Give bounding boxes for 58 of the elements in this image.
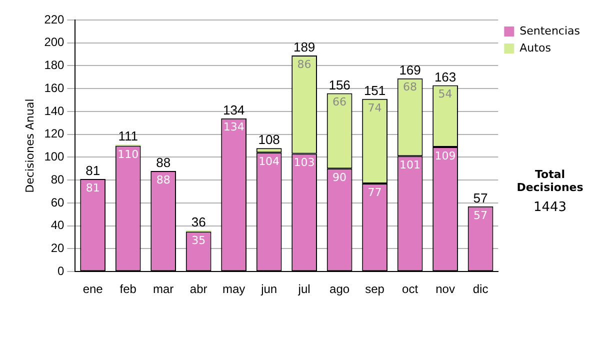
data-label: 109 xyxy=(434,149,456,162)
x-tick-label: ene xyxy=(82,282,104,296)
data-label: 68 xyxy=(403,80,418,94)
x-tick-label: feb xyxy=(120,282,137,296)
text: Total Decisiones xyxy=(516,168,584,194)
y-tick-label: 140 xyxy=(44,104,65,118)
y-tick-label: 120 xyxy=(44,126,65,141)
x-tick-label: nov xyxy=(436,282,455,296)
total-label: 163 xyxy=(434,69,456,84)
y-tick-label: 160 xyxy=(44,80,65,95)
y-tick-label: 200 xyxy=(44,35,65,50)
data-label: 104 xyxy=(258,155,280,168)
x-tick-label: oct xyxy=(402,282,419,296)
x-tick-label: sep xyxy=(365,282,385,296)
y-tick-label: 220 xyxy=(44,12,65,26)
y-tick-label: 80 xyxy=(50,172,65,186)
data-label: 103 xyxy=(294,156,315,170)
y-tick-label: 0 xyxy=(58,264,65,278)
total-label: 111 xyxy=(118,128,138,144)
total-label: 169 xyxy=(399,62,421,78)
x-tick-label: may xyxy=(222,282,246,296)
x-tick-label: mar xyxy=(152,282,174,296)
y-tick-label: 60 xyxy=(50,195,65,210)
total-label: 36 xyxy=(191,214,206,230)
data-label: 35 xyxy=(192,234,206,247)
data-label: 134 xyxy=(223,120,244,134)
data-label: 86 xyxy=(297,58,312,71)
data-label: 110 xyxy=(118,148,139,162)
total-label: 134 xyxy=(222,102,245,118)
x-tick-label: ago xyxy=(330,282,350,296)
data-label: 88 xyxy=(156,173,170,186)
y-tick-label: 100 xyxy=(44,150,65,164)
data-label: 54 xyxy=(438,88,452,101)
data-label: 81 xyxy=(86,181,100,194)
total-label: 156 xyxy=(328,77,350,92)
total-label: 151 xyxy=(364,82,386,98)
data-label: 90 xyxy=(332,171,347,184)
x-tick-label: jul xyxy=(297,282,310,296)
data-label: 101 xyxy=(400,158,421,172)
data-label: 57 xyxy=(474,208,488,222)
x-tick-label: jun xyxy=(260,282,278,296)
legend-label: Sentencias xyxy=(520,24,580,38)
y-tick-label: 20 xyxy=(50,241,65,256)
data-label: 66 xyxy=(332,96,347,109)
total-label: 81 xyxy=(86,163,100,178)
data-label: 74 xyxy=(368,101,382,114)
total-label: 57 xyxy=(473,190,488,206)
y-tick-label: 180 xyxy=(44,58,65,72)
x-tick-label: abr xyxy=(190,282,208,296)
total-label: 88 xyxy=(156,155,171,170)
legend-label: Autos xyxy=(520,41,552,54)
total-label: 108 xyxy=(258,132,280,148)
y-axis-title: Decisiones Anual xyxy=(23,98,36,193)
data-label: 77 xyxy=(368,186,382,199)
total-label: 189 xyxy=(293,40,316,55)
text: 1443 xyxy=(532,200,568,215)
x-tick-label: dic xyxy=(472,282,488,296)
y-tick-label: 40 xyxy=(50,218,65,232)
